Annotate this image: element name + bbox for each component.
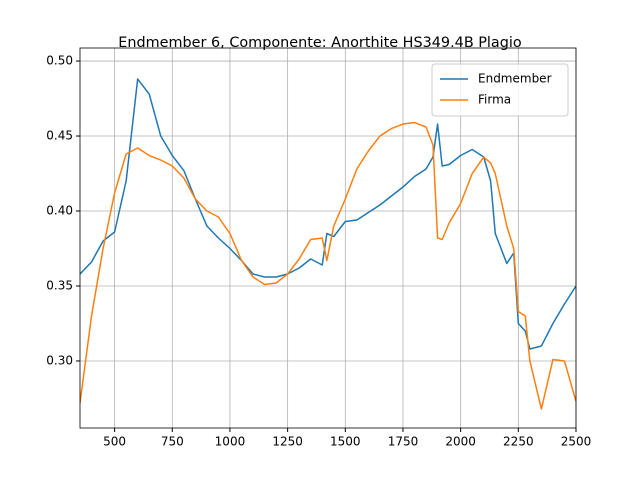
legend-label: Endmember — [478, 72, 552, 86]
legend-box — [431, 63, 569, 117]
y-tick-label: 0.35 — [46, 278, 73, 292]
x-tick-label: 1750 — [388, 435, 419, 449]
x-tick-label: 1000 — [215, 435, 246, 449]
data-line — [80, 78, 576, 350]
chart-title: Endmember 6, Componente: Anorthite HS349… — [118, 35, 522, 51]
x-tick-label: 2000 — [445, 435, 476, 449]
x-tick-label: 500 — [103, 435, 126, 449]
y-tick-label: 0.30 — [46, 353, 73, 367]
y-tick-label: 0.50 — [46, 54, 73, 68]
y-tick-label: 0.45 — [46, 129, 73, 143]
x-tick-label: 750 — [161, 435, 184, 449]
legend-label: Firma — [478, 93, 511, 107]
x-tick-label: 2250 — [503, 435, 534, 449]
data-line — [80, 121, 576, 410]
y-tick-label: 0.40 — [46, 204, 73, 218]
x-tick-label: 1500 — [330, 435, 361, 449]
x-tick-label: 2500 — [561, 435, 592, 449]
plot-frame — [79, 47, 577, 429]
x-tick-label: 1250 — [272, 435, 303, 449]
